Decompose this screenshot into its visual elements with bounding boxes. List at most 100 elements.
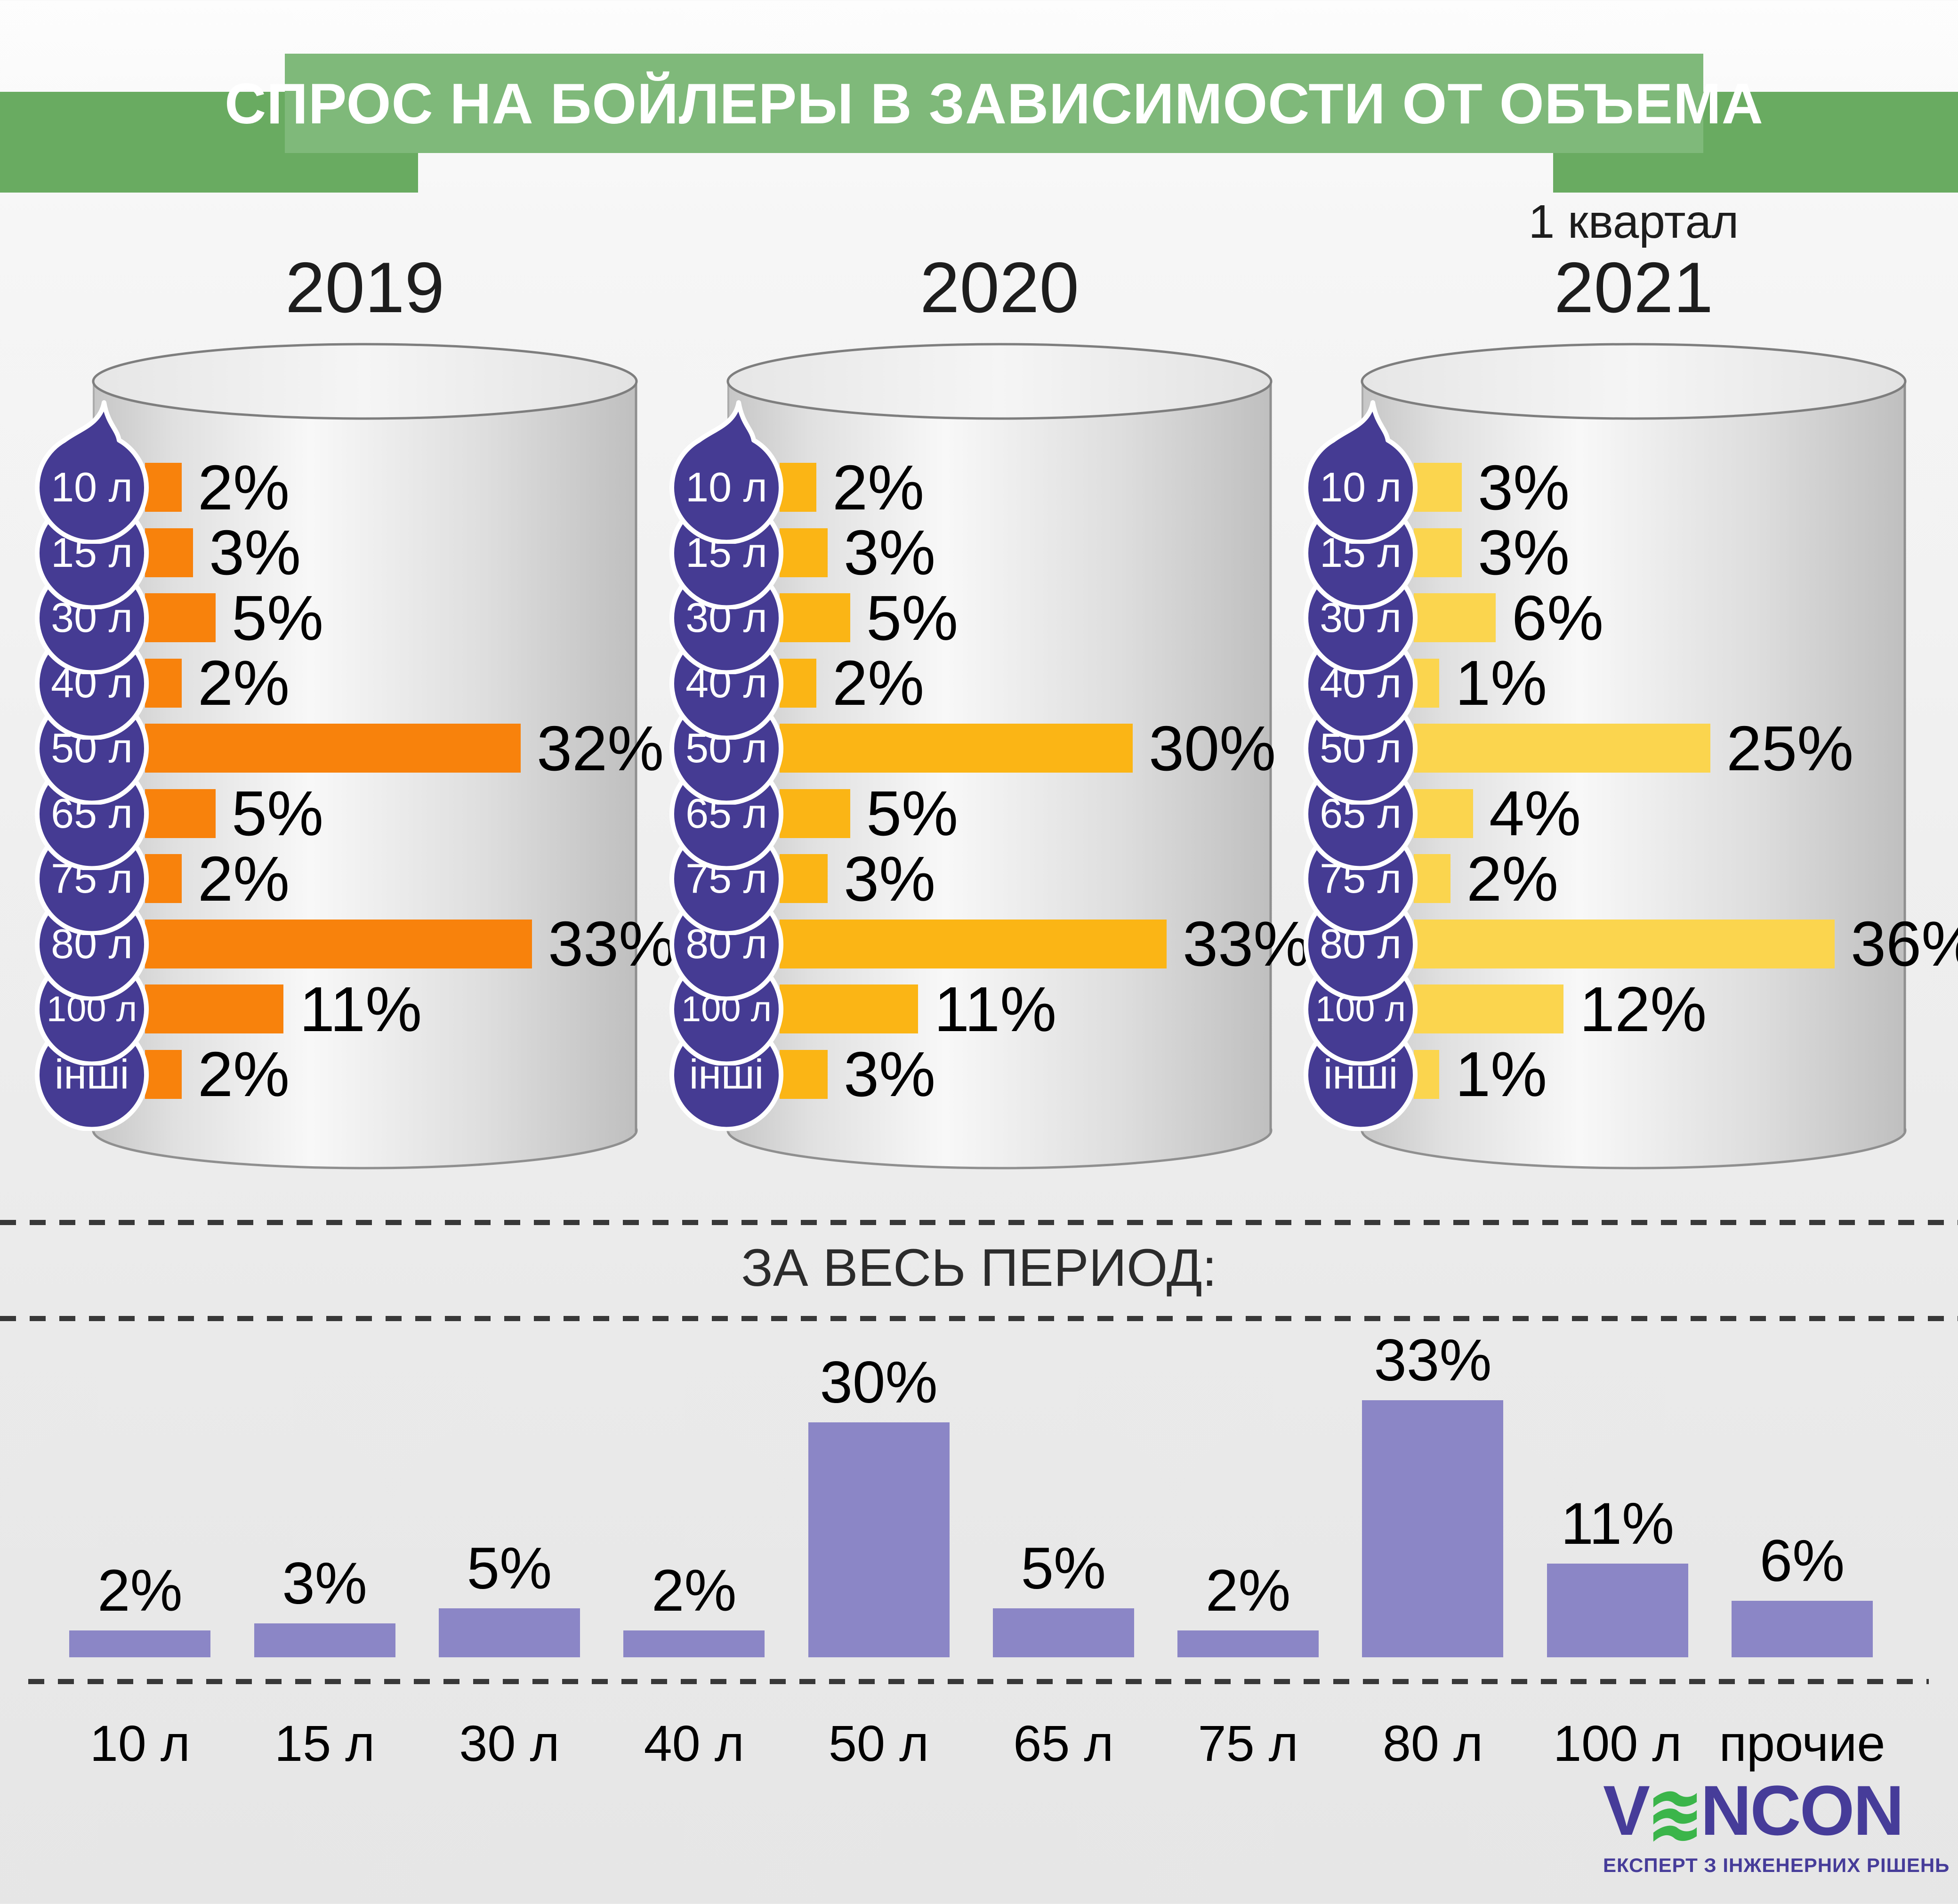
value-label: 3% <box>844 517 936 588</box>
cylinder-tank-icon <box>1361 342 1907 1170</box>
value-label: 33% <box>1183 908 1310 979</box>
chart-subtitle: 1 квартал <box>1528 195 1739 248</box>
bar <box>1362 1400 1504 1657</box>
value-label: 12% <box>1579 973 1707 1045</box>
category-label: 80 л <box>1382 1715 1483 1772</box>
bar <box>780 854 828 903</box>
volume-drop-icon: 40 л <box>669 596 784 740</box>
volume-drop-icon: 100 л <box>34 921 149 1065</box>
category-label: 100 л <box>46 989 137 1029</box>
volume-drop-icon: 10 л <box>669 400 784 544</box>
value-label: 5% <box>1021 1536 1106 1601</box>
value-label: 5% <box>232 778 324 849</box>
value-label: 5% <box>866 778 959 849</box>
category-label: 40 л <box>51 659 133 706</box>
value-label: 2% <box>97 1558 183 1623</box>
value-label: 33% <box>1374 1328 1492 1393</box>
category-label: інші <box>54 1050 129 1097</box>
bar <box>780 724 1133 773</box>
volume-drop-icon: 40 л <box>1303 596 1418 740</box>
bar <box>1414 789 1473 838</box>
volume-drop-icon: 75 л <box>34 791 149 935</box>
bar <box>1414 984 1563 1033</box>
bar <box>808 1422 950 1657</box>
value-label: 30% <box>1149 712 1276 784</box>
volume-drop-icon: 80 л <box>1303 856 1418 1000</box>
category-label: 30 л <box>685 594 767 641</box>
bar <box>1414 854 1450 903</box>
category-label: 65 л <box>1320 790 1402 837</box>
bar <box>1547 1564 1688 1657</box>
value-label: 3% <box>209 517 301 588</box>
value-label: 1% <box>1455 1039 1547 1110</box>
value-label: 3% <box>1478 452 1570 523</box>
bar <box>1414 463 1462 512</box>
chart-header: 2020 <box>806 207 1193 327</box>
section-title: ЗА ВЕСЬ ПЕРИОД: <box>741 1238 1217 1297</box>
value-label: 3% <box>844 843 936 914</box>
bar <box>254 1623 395 1657</box>
vencon-logo: V NCON ЕКСПЕРТ З ІНЖЕНЕРНИХ РІШЕНЬ <box>1603 1775 1949 1877</box>
volume-drop-icon: 15 л <box>34 465 149 609</box>
category-label: 15 л <box>1320 529 1402 576</box>
category-label: 65 л <box>685 790 767 837</box>
value-label: 2% <box>1466 843 1559 914</box>
category-label: 65 л <box>51 790 133 837</box>
category-label: 80 л <box>1320 920 1402 967</box>
category-label: прочие <box>1719 1715 1885 1772</box>
value-label: 2% <box>832 647 925 718</box>
bar <box>992 1608 1134 1657</box>
logo-wordmark: V NCON <box>1603 1775 1933 1846</box>
category-label: 75 л <box>51 855 133 902</box>
value-label: 2% <box>1205 1558 1291 1623</box>
bar <box>145 593 216 642</box>
bar <box>1414 724 1710 773</box>
bar <box>1414 528 1462 577</box>
volume-drop-icon: 75 л <box>1303 791 1418 935</box>
bar <box>623 1630 765 1657</box>
value-label: 2% <box>651 1558 737 1623</box>
category-label: 75 л <box>1198 1715 1298 1772</box>
chart-title: 2019 <box>285 248 445 328</box>
value-label: 11% <box>1561 1491 1675 1557</box>
volume-drop-icon: 100 л <box>1303 921 1418 1065</box>
category-label: 30 л <box>1320 594 1402 641</box>
chart-title: 2021 <box>1554 248 1714 328</box>
category-label: 100 л <box>1553 1715 1682 1772</box>
bar <box>145 854 182 903</box>
volume-drop-icon: 75 л <box>669 791 784 935</box>
logo-letter-v: V <box>1603 1771 1650 1850</box>
value-label: 4% <box>1489 778 1581 849</box>
volume-drop-icon: 50 л <box>669 661 784 805</box>
category-label: 50 л <box>828 1715 929 1772</box>
volume-drop-icon: 15 л <box>1303 465 1418 609</box>
bar <box>1414 593 1496 642</box>
cylinder-tank-icon <box>726 342 1273 1170</box>
bar <box>145 658 182 708</box>
value-label: 3% <box>844 1039 936 1110</box>
volume-drop-icon: 80 л <box>34 856 149 1000</box>
value-label: 5% <box>232 582 324 653</box>
value-label: 5% <box>866 582 959 653</box>
value-label: 32% <box>537 712 664 784</box>
bar <box>780 463 816 512</box>
value-label: 2% <box>198 452 290 523</box>
bar <box>438 1608 580 1657</box>
category-label: 10 л <box>89 1715 190 1772</box>
chart-title: 2020 <box>919 248 1080 328</box>
category-label: 40 л <box>685 659 767 706</box>
value-label: 33% <box>548 908 676 979</box>
value-label: 6% <box>1759 1528 1845 1594</box>
volume-drop-icon: 65 л <box>34 726 149 870</box>
chart-header: 1 квартал 2021 <box>1441 195 1827 328</box>
category-label: інші <box>689 1050 764 1097</box>
bar <box>145 528 193 577</box>
volume-drop-icon: 15 л <box>669 465 784 609</box>
category-label: 75 л <box>1320 855 1402 902</box>
value-label: 2% <box>198 1039 290 1110</box>
bar <box>1414 1049 1439 1099</box>
